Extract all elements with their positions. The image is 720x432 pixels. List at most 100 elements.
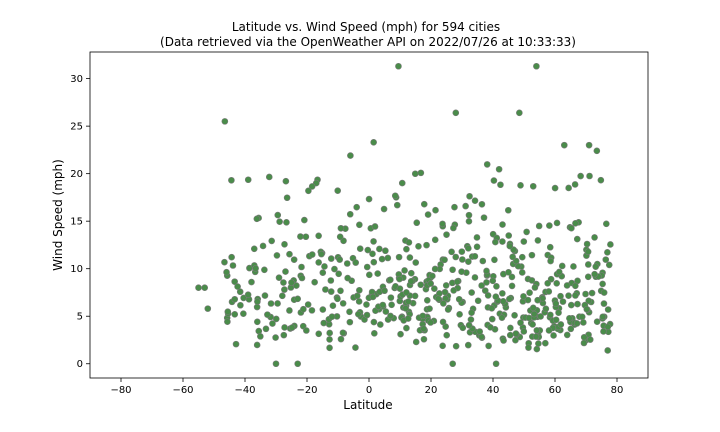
scatter-point <box>465 211 473 219</box>
scatter-point <box>282 177 290 185</box>
scatter-point <box>261 292 269 299</box>
scatter-point <box>261 266 268 274</box>
scatter-point <box>406 254 414 261</box>
scatter-point <box>537 313 544 320</box>
scatter-point <box>480 214 488 221</box>
scatter-point <box>568 224 575 232</box>
scatter-point <box>195 284 202 292</box>
scatter-point <box>492 238 499 246</box>
scatter-point <box>505 232 513 239</box>
scatter-point <box>374 270 381 277</box>
scatter-point <box>369 250 376 258</box>
scatter-point <box>529 182 537 190</box>
scatter-point <box>604 323 612 331</box>
scatter-point <box>580 319 587 326</box>
scatter-point <box>593 318 601 326</box>
scatter-point <box>517 319 524 327</box>
scatter-point <box>588 289 596 297</box>
scatter-point <box>533 345 541 353</box>
scatter-point <box>533 327 541 334</box>
scatter-point <box>604 249 611 256</box>
scatter-point <box>417 281 425 289</box>
scatter-point <box>528 251 536 259</box>
scatter-point <box>391 192 399 200</box>
scatter-point <box>450 287 457 294</box>
scatter-point <box>236 288 244 296</box>
scatter-point <box>478 282 485 289</box>
scatter-point <box>440 300 447 307</box>
scatter-point <box>473 243 481 251</box>
scatter-point <box>584 261 592 268</box>
scatter-point <box>511 311 518 319</box>
scatter-point <box>580 333 588 341</box>
scatter-point <box>471 274 479 281</box>
scatter-point <box>412 259 420 266</box>
scatter-point <box>286 250 293 258</box>
scatter-point <box>311 278 318 286</box>
scatter-point <box>279 292 286 300</box>
scatter-point <box>443 231 450 238</box>
scatter-point <box>484 292 492 299</box>
scatter-point <box>339 329 347 337</box>
scatter-point <box>442 282 450 289</box>
scatter-point <box>398 179 406 187</box>
scatter-point <box>580 339 588 347</box>
scatter-point <box>534 296 541 304</box>
scatter-point <box>259 242 267 250</box>
x-tick-label: −40 <box>234 385 255 396</box>
scatter-point <box>545 288 553 295</box>
scatter-point <box>308 307 316 314</box>
scatter-point <box>573 320 581 327</box>
x-tick-label: 40 <box>487 385 500 396</box>
scatter-point <box>280 331 288 339</box>
scatter-point <box>387 312 394 320</box>
scatter-point <box>326 329 333 337</box>
y-tick-label: 0 <box>77 359 83 370</box>
scatter-point <box>254 298 261 305</box>
scatter-point <box>267 300 275 307</box>
scatter-point <box>542 305 550 313</box>
scatter-point <box>592 263 600 270</box>
scatter-point <box>272 360 280 368</box>
scatter-point <box>499 221 506 228</box>
scatter-point <box>274 211 282 219</box>
scatter-point <box>346 308 353 316</box>
scatter-point <box>557 321 565 328</box>
scatter-point <box>512 257 520 265</box>
scatter-point <box>298 274 306 282</box>
scatter-point <box>228 176 235 184</box>
scatter-point <box>221 118 229 125</box>
scatter-point <box>563 282 571 289</box>
scatter-point <box>506 242 514 250</box>
scatter-point <box>232 340 240 348</box>
scatter-point <box>329 302 337 310</box>
scatter-point <box>431 285 438 292</box>
scatter-point <box>403 289 410 296</box>
scatter-point <box>545 327 553 334</box>
scatter-point <box>553 280 560 287</box>
scatter-point <box>450 224 457 232</box>
scatter-point <box>363 263 371 271</box>
scatter-point <box>600 289 608 296</box>
scatter-point <box>224 308 232 316</box>
y-tick-label: 20 <box>70 169 83 180</box>
scatter-point <box>303 327 310 334</box>
scatter-point <box>248 278 255 286</box>
scatter-point <box>524 296 532 304</box>
scatter-point <box>508 282 516 290</box>
scatter-point <box>254 318 261 326</box>
scatter-point <box>533 62 540 70</box>
scatter-point <box>468 289 475 296</box>
scatter-point <box>427 280 434 287</box>
scatter-point <box>467 316 475 323</box>
scatter-point <box>405 239 413 246</box>
scatter-point <box>471 197 479 204</box>
scatter-point <box>552 300 560 307</box>
scatter-point <box>221 258 228 266</box>
scatter-point <box>465 245 472 252</box>
scatter-point <box>353 292 361 300</box>
scatter-point <box>453 278 461 286</box>
scatter-point <box>401 267 408 274</box>
scatter-point <box>570 263 577 270</box>
